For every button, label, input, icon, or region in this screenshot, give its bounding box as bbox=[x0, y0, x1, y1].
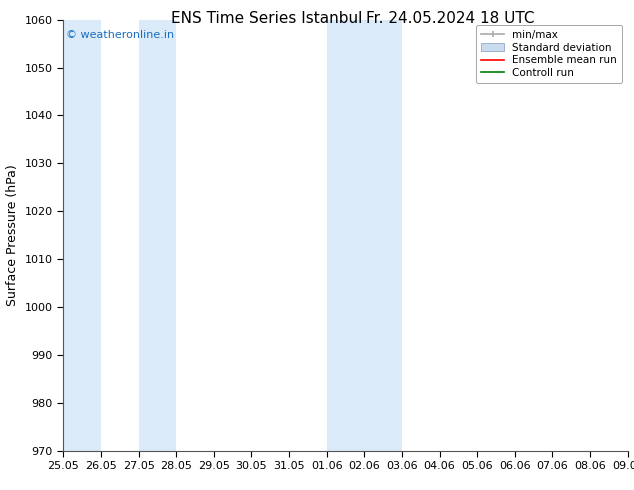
Text: Fr. 24.05.2024 18 UTC: Fr. 24.05.2024 18 UTC bbox=[366, 11, 534, 26]
Bar bbox=[327, 20, 402, 451]
Y-axis label: Surface Pressure (hPa): Surface Pressure (hPa) bbox=[6, 164, 19, 306]
Legend: min/max, Standard deviation, Ensemble mean run, Controll run: min/max, Standard deviation, Ensemble me… bbox=[476, 25, 623, 83]
Text: ENS Time Series Istanbul: ENS Time Series Istanbul bbox=[171, 11, 362, 26]
Text: © weatheronline.in: © weatheronline.in bbox=[66, 30, 174, 40]
Bar bbox=[628, 20, 634, 451]
Bar bbox=[63, 20, 101, 451]
Bar bbox=[139, 20, 176, 451]
